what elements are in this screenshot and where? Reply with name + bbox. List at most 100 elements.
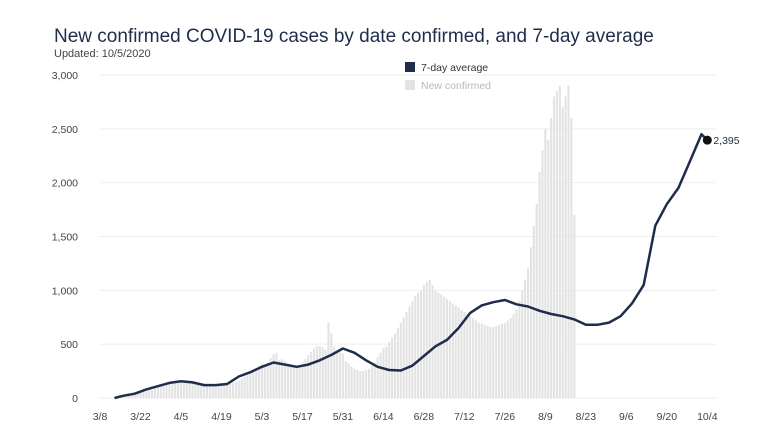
new-confirmed-bar[interactable] — [289, 365, 292, 398]
new-confirmed-bar[interactable] — [347, 363, 350, 398]
new-confirmed-bar[interactable] — [139, 392, 142, 398]
new-confirmed-bar[interactable] — [460, 309, 463, 398]
new-confirmed-bar[interactable] — [344, 361, 347, 398]
new-confirmed-bar[interactable] — [492, 326, 495, 398]
new-confirmed-bar[interactable] — [448, 301, 451, 398]
new-confirmed-bar[interactable] — [547, 139, 550, 398]
new-confirmed-bar[interactable] — [489, 326, 492, 398]
new-confirmed-bar[interactable] — [278, 360, 281, 398]
new-confirmed-bar[interactable] — [211, 385, 214, 398]
new-confirmed-bar[interactable] — [217, 385, 220, 398]
new-confirmed-bar[interactable] — [333, 346, 336, 398]
new-confirmed-bar[interactable] — [431, 284, 434, 398]
new-confirmed-bar[interactable] — [324, 349, 327, 398]
new-confirmed-bar[interactable] — [231, 382, 235, 398]
new-confirmed-bar[interactable] — [399, 322, 402, 398]
new-confirmed-bar[interactable] — [509, 318, 512, 398]
new-confirmed-bar[interactable] — [538, 171, 541, 398]
new-confirmed-bar[interactable] — [341, 353, 344, 398]
new-confirmed-bar[interactable] — [474, 320, 478, 398]
new-confirmed-bar[interactable] — [419, 290, 423, 398]
new-confirmed-bar[interactable] — [512, 314, 515, 398]
new-confirmed-bar[interactable] — [454, 305, 457, 398]
new-confirmed-bar[interactable] — [281, 359, 284, 398]
new-confirmed-bar[interactable] — [480, 323, 483, 398]
new-confirmed-bar[interactable] — [205, 384, 209, 398]
new-confirmed-bar[interactable] — [243, 376, 246, 398]
new-confirmed-bar[interactable] — [526, 268, 530, 398]
new-confirmed-bar[interactable] — [350, 366, 353, 398]
new-confirmed-bar[interactable] — [385, 346, 388, 398]
new-confirmed-bar[interactable] — [356, 370, 359, 398]
new-confirmed-bar[interactable] — [498, 324, 501, 398]
new-confirmed-bar[interactable] — [365, 370, 368, 398]
new-confirmed-bar[interactable] — [573, 214, 576, 398]
new-confirmed-bar[interactable] — [564, 96, 567, 399]
new-confirmed-bar[interactable] — [477, 322, 480, 398]
new-confirmed-bar[interactable] — [555, 91, 558, 399]
new-confirmed-bar[interactable] — [249, 373, 252, 398]
new-confirmed-bar[interactable] — [367, 368, 370, 398]
new-confirmed-bar[interactable] — [414, 295, 417, 398]
new-confirmed-bar[interactable] — [330, 333, 333, 398]
new-confirmed-bar[interactable] — [503, 322, 506, 398]
new-confirmed-bar[interactable] — [153, 388, 156, 398]
new-confirmed-bar[interactable] — [405, 311, 408, 398]
new-confirmed-bar[interactable] — [145, 391, 148, 398]
new-confirmed-bar[interactable] — [535, 204, 538, 398]
new-confirmed-bar[interactable] — [440, 294, 443, 398]
new-confirmed-bar[interactable] — [506, 320, 509, 398]
new-confirmed-bar[interactable] — [500, 323, 504, 398]
new-confirmed-bar[interactable] — [168, 384, 171, 398]
new-confirmed-bar[interactable] — [370, 365, 373, 398]
new-confirmed-bar[interactable] — [362, 371, 365, 398]
new-confirmed-bar[interactable] — [457, 307, 460, 398]
new-confirmed-bar[interactable] — [286, 363, 290, 398]
new-confirmed-bar[interactable] — [463, 311, 466, 398]
new-confirmed-bar[interactable] — [541, 150, 544, 398]
new-confirmed-bar[interactable] — [165, 385, 168, 398]
new-confirmed-bar[interactable] — [321, 347, 324, 398]
new-confirmed-bar[interactable] — [142, 392, 145, 398]
new-confirmed-bar[interactable] — [376, 357, 379, 398]
new-confirmed-bar[interactable] — [373, 362, 376, 398]
new-confirmed-bar[interactable] — [550, 118, 553, 399]
new-confirmed-bar[interactable] — [124, 395, 128, 398]
new-confirmed-bar[interactable] — [567, 85, 570, 399]
new-confirmed-bar[interactable] — [518, 301, 521, 398]
new-confirmed-bar[interactable] — [434, 290, 437, 398]
new-confirmed-bar[interactable] — [272, 353, 275, 398]
legend[interactable]: 7-day average New confirmed — [405, 62, 491, 92]
new-confirmed-bar[interactable] — [284, 361, 287, 398]
new-confirmed-bar[interactable] — [295, 366, 298, 398]
new-confirmed-bar[interactable] — [252, 371, 255, 398]
new-confirmed-bar[interactable] — [148, 389, 151, 398]
new-confirmed-bar[interactable] — [307, 354, 310, 398]
new-confirmed-bar[interactable] — [234, 381, 237, 398]
new-confirmed-bar[interactable] — [472, 318, 475, 398]
new-confirmed-bar[interactable] — [561, 107, 564, 399]
new-confirmed-bar[interactable] — [318, 346, 321, 398]
new-confirmed-bar[interactable] — [396, 328, 399, 398]
new-confirmed-bar[interactable] — [200, 382, 203, 398]
new-confirmed-bar[interactable] — [315, 346, 318, 398]
new-confirmed-bar[interactable] — [156, 387, 159, 398]
new-confirmed-bar[interactable] — [179, 381, 183, 398]
new-confirmed-bar[interactable] — [127, 394, 130, 398]
new-confirmed-bar[interactable] — [191, 380, 194, 398]
new-confirmed-bar[interactable] — [298, 365, 301, 398]
new-confirmed-bar[interactable] — [544, 128, 547, 399]
new-confirmed-bar[interactable] — [275, 352, 278, 398]
new-confirmed-bar[interactable] — [240, 378, 243, 398]
new-confirmed-bar[interactable] — [379, 352, 382, 398]
new-confirmed-bar[interactable] — [301, 362, 304, 398]
new-confirmed-bar[interactable] — [197, 381, 200, 398]
new-confirmed-bar[interactable] — [524, 279, 527, 398]
new-confirmed-bar[interactable] — [159, 386, 162, 398]
new-confirmed-bar[interactable] — [570, 118, 573, 399]
new-confirmed-bar[interactable] — [521, 290, 524, 398]
new-confirmed-bar[interactable] — [246, 375, 249, 398]
new-confirmed-bar[interactable] — [529, 247, 532, 398]
new-confirmed-bar[interactable] — [336, 351, 339, 398]
new-confirmed-bar[interactable] — [237, 380, 240, 398]
